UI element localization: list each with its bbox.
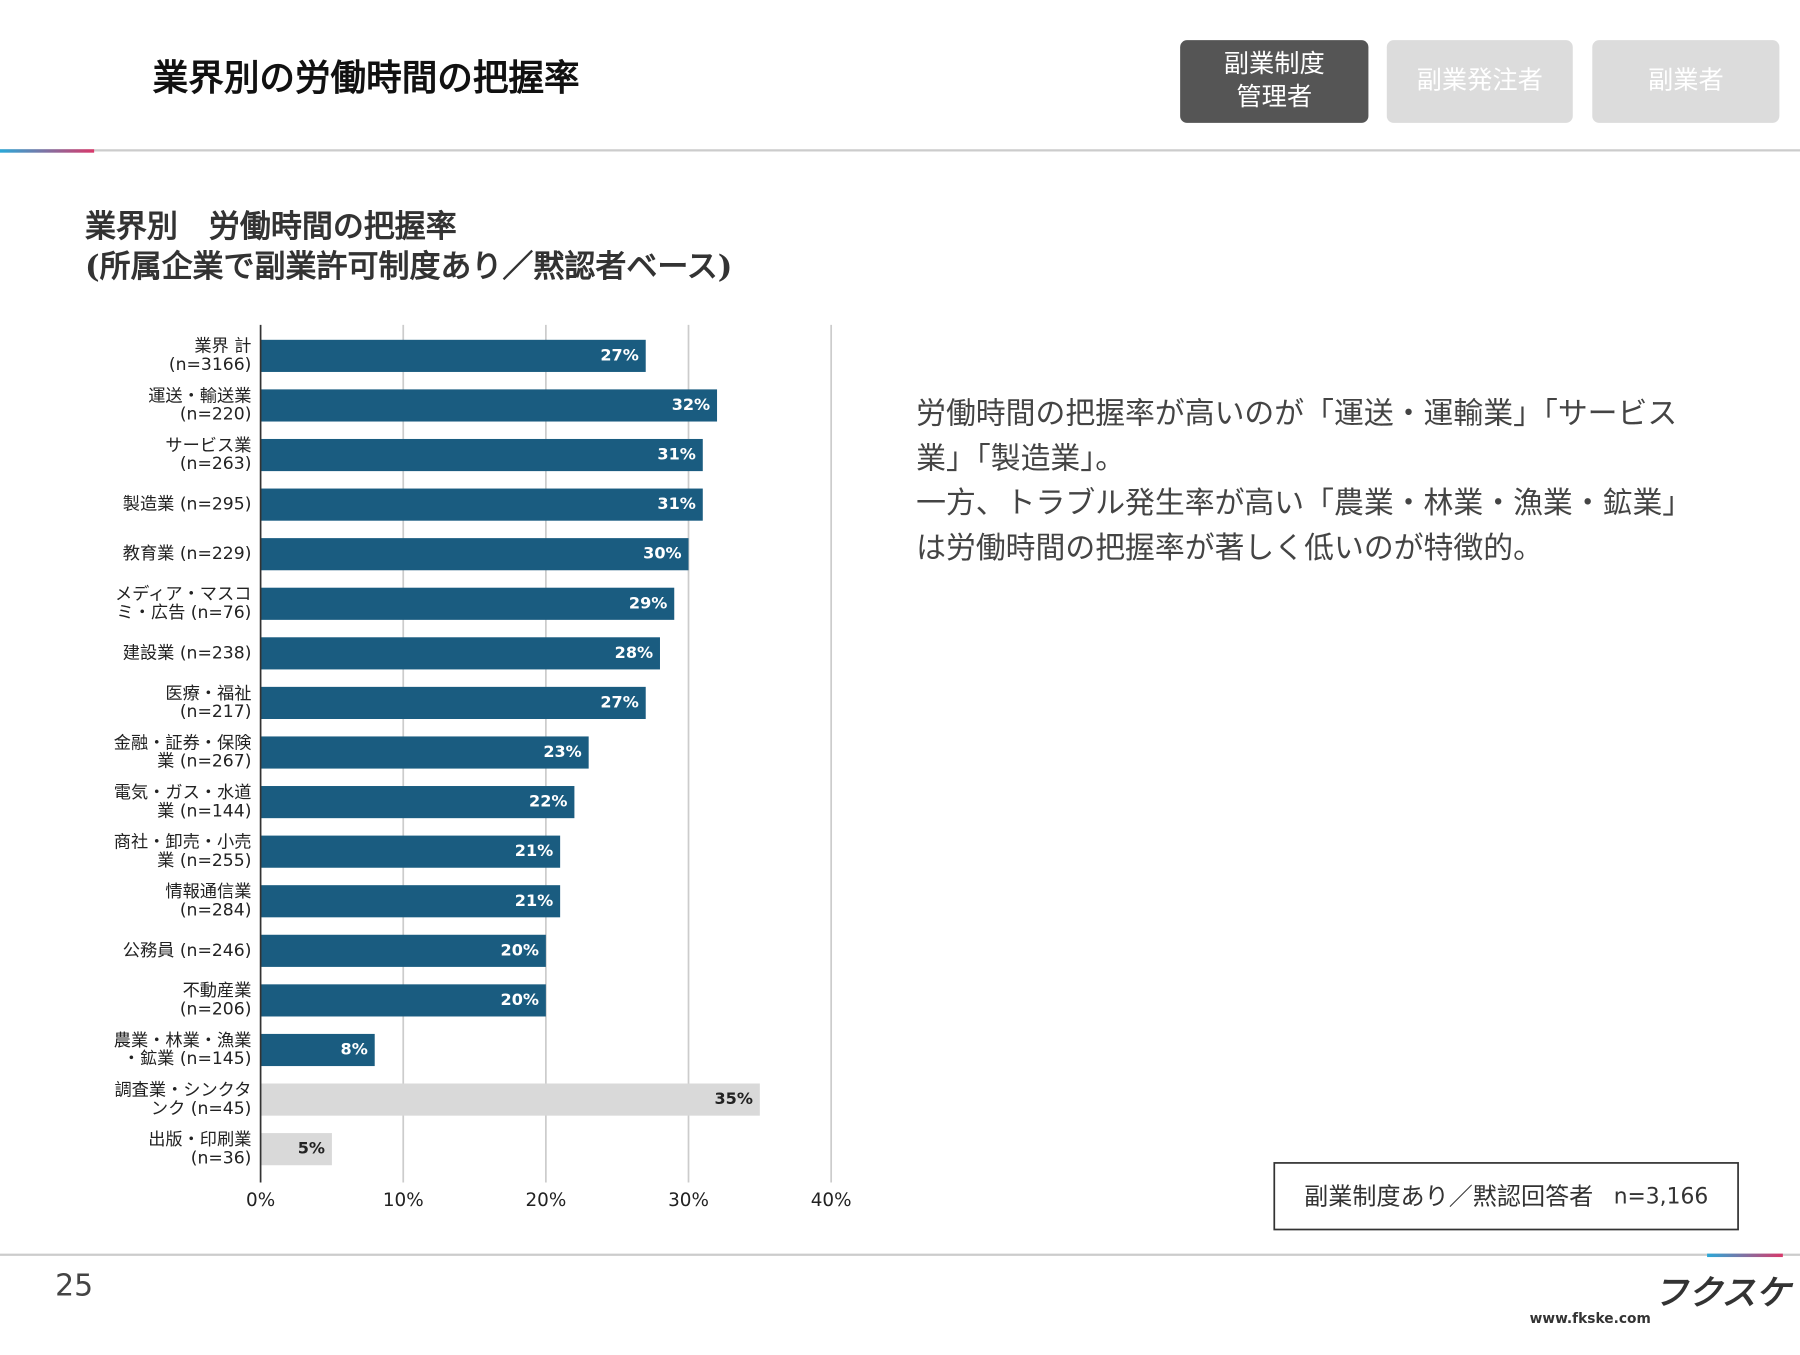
value-label: 35% <box>714 1089 752 1108</box>
y-tick-label: (n=284) <box>180 900 252 920</box>
value-label: 21% <box>515 891 553 910</box>
y-tick-label: 電気・ガス・水道 <box>114 783 252 803</box>
value-label: 32% <box>672 395 710 414</box>
note-n: n=3,166 <box>1614 1184 1708 1209</box>
y-tick-label: 公務員 (n=246) <box>123 941 252 961</box>
note-box <box>1273 1162 1739 1231</box>
description: 労働時間の把握率が高いのが「運送・運輸業」「サービス業」「製造業」。 一方、トラ… <box>916 393 1708 572</box>
bar <box>260 339 646 372</box>
tab-label: 副業制度 <box>1224 49 1325 78</box>
y-tick-label: 商社・卸売・小売 <box>114 832 252 852</box>
y-tick-label: 情報通信業 <box>165 882 251 902</box>
y-tick-label: 金融・証券・保険 <box>114 733 252 753</box>
chart-title: 業界別 労働時間の把握率 <box>85 209 457 245</box>
x-tick-label: 10% <box>383 1190 424 1211</box>
page-title: 業界別の労働時間の把握率 <box>153 58 580 99</box>
y-tick-label: (n=3166) <box>169 355 252 375</box>
description-text: 一方、トラブル発生率が高い「農業・林業・漁業・鉱業」は労働時間の把握率が著しく低… <box>916 486 1693 566</box>
x-tick-label: 40% <box>811 1190 852 1211</box>
url: www.fkske.com <box>1530 1311 1651 1327</box>
description-text: 労働時間の把握率が高いのが「運送・運輸業」「サービス業」「製造業」。 <box>916 397 1678 477</box>
accent <box>1707 1253 1783 1258</box>
bar <box>260 885 561 918</box>
y-tick-label: 業 (n=267) <box>157 752 251 772</box>
note-label: 副業制度あり／黙認回答者 <box>1304 1182 1593 1210</box>
bar <box>260 1133 332 1166</box>
value-label: 22% <box>529 792 567 811</box>
bar <box>260 389 718 422</box>
bar <box>260 736 589 769</box>
y-tick-label: (n=220) <box>180 405 252 425</box>
y-tick-label: 不動産業 <box>183 981 252 1001</box>
value-label: 21% <box>515 841 553 860</box>
tab[interactable] <box>1386 40 1573 123</box>
y-tick-label: メディア・マスコ <box>115 584 251 605</box>
y-tick-label: (n=206) <box>180 1000 252 1020</box>
value-label: 23% <box>543 742 581 761</box>
value-label: 30% <box>643 544 681 563</box>
value-label: 5% <box>298 1139 325 1158</box>
tab-label: 管理者 <box>1236 82 1312 111</box>
value-label: 29% <box>629 593 667 612</box>
bar <box>260 835 561 868</box>
tab-label: 副業発注者 <box>1417 66 1543 95</box>
y-tick-label: 出版・印刷業 <box>148 1130 251 1150</box>
bar <box>260 934 546 967</box>
tab[interactable] <box>1180 40 1369 123</box>
y-tick-label: 建設業 (n=238) <box>123 643 252 663</box>
y-tick-label: ンク (n=45) <box>151 1099 252 1119</box>
y-tick-label: (n=36) <box>191 1148 252 1168</box>
bar <box>260 1033 375 1067</box>
value-label: 28% <box>615 643 653 662</box>
y-tick-label: 医療・福祉 <box>165 684 251 704</box>
tab-label: 副業者 <box>1648 66 1724 95</box>
value-label: 20% <box>501 940 539 959</box>
bar <box>260 786 575 819</box>
tab[interactable] <box>1592 40 1780 123</box>
y-tick-label: (n=217) <box>180 702 252 722</box>
y-tick-label: 教育業 (n=229) <box>123 544 252 564</box>
bar <box>260 538 689 571</box>
y-tick-label: 運送・輸送業 <box>148 386 251 406</box>
x-tick-label: 20% <box>525 1190 566 1211</box>
accent <box>0 149 95 153</box>
y-tick-label: (n=263) <box>180 454 252 474</box>
value-label: 8% <box>341 1039 368 1058</box>
y-tick-label: サービス業 <box>165 436 251 456</box>
value-label: 31% <box>657 445 695 464</box>
value-label: 20% <box>501 990 539 1009</box>
value-label: 31% <box>657 494 695 513</box>
value-label: 27% <box>600 692 638 711</box>
y-tick-label: 業界 計 <box>194 337 251 357</box>
chart-title: (所属企業で副業許可制度あり／黙認者ベース) <box>85 249 732 285</box>
page-number: 25 <box>55 1268 93 1303</box>
y-tick-label: 製造業 (n=295) <box>123 495 252 515</box>
y-tick-label: 調査業・シンクタ <box>114 1080 251 1100</box>
bar <box>260 637 660 670</box>
y-tick-label: ミ・広告 (n=76) <box>116 603 251 623</box>
bar <box>260 587 675 620</box>
bar <box>260 686 646 720</box>
y-tick-label: ・鉱業 (n=145) <box>123 1049 252 1069</box>
y-tick-label: 業 (n=255) <box>157 851 251 871</box>
y-tick-label: 農業・林業・漁業 <box>114 1031 252 1051</box>
bar <box>260 438 703 472</box>
value-label: 27% <box>600 345 638 364</box>
x-tick-label: 0% <box>246 1190 275 1211</box>
bar <box>260 984 546 1017</box>
y-tick-label: 業 (n=144) <box>157 801 251 821</box>
bar <box>260 488 703 521</box>
bar <box>260 1083 760 1116</box>
logo: フクスケ <box>1654 1273 1794 1313</box>
x-tick-label: 30% <box>668 1190 709 1211</box>
